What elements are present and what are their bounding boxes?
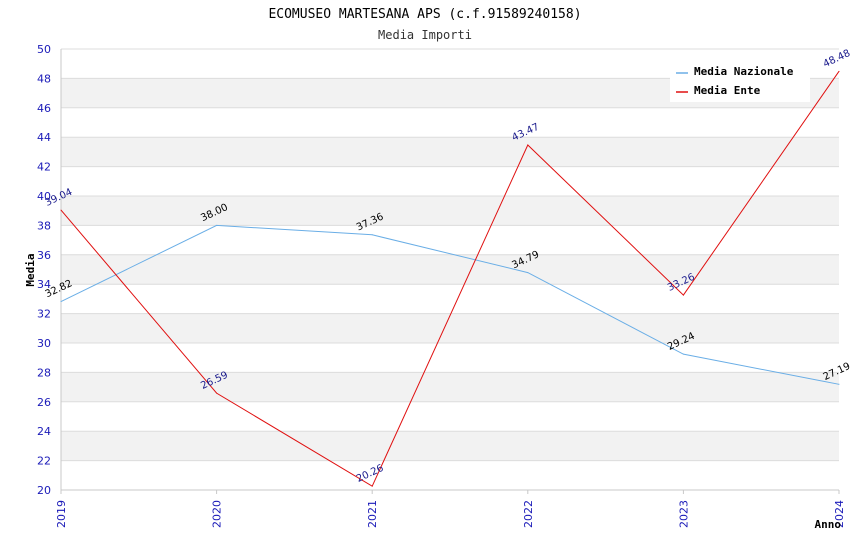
y-tick-label: 22 bbox=[37, 455, 51, 468]
legend-label-media-nazionale: Media Nazionale bbox=[694, 65, 794, 78]
data-point bbox=[527, 144, 529, 146]
data-point bbox=[838, 383, 840, 385]
data-point bbox=[60, 301, 62, 303]
chart-title: ECOMUSEO MARTESANA APS (c.f.91589240158) bbox=[268, 7, 581, 22]
x-tick-label: 2021 bbox=[366, 500, 379, 528]
x-axis-label: Anno bbox=[815, 518, 842, 531]
x-tick-label: 2020 bbox=[211, 500, 224, 528]
y-tick-label: 46 bbox=[37, 102, 51, 115]
grid-band bbox=[61, 313, 839, 343]
series-line-media-ente bbox=[60, 71, 840, 487]
legend: Media Nazionale Media Ente bbox=[670, 60, 810, 102]
data-point bbox=[60, 209, 62, 211]
x-axis-ticks: 2019 2020 2021 2022 2023 2024 bbox=[55, 490, 846, 528]
data-point bbox=[838, 70, 840, 72]
data-point bbox=[371, 485, 373, 487]
grid-band bbox=[61, 196, 839, 226]
grid-band bbox=[61, 254, 839, 285]
data-point bbox=[216, 392, 218, 394]
y-tick-label: 40 bbox=[37, 190, 51, 203]
data-label: 48.48 bbox=[822, 48, 850, 70]
x-tick-label: 2019 bbox=[55, 500, 68, 528]
y-tick-label: 44 bbox=[37, 131, 51, 144]
y-tick-label: 24 bbox=[37, 425, 51, 438]
y-tick-label: 20 bbox=[37, 484, 51, 497]
series-line-media-nazionale bbox=[60, 224, 840, 385]
data-point bbox=[527, 272, 529, 274]
data-point bbox=[682, 353, 684, 355]
y-tick-label: 30 bbox=[37, 337, 51, 350]
y-tick-label: 32 bbox=[37, 308, 51, 321]
y-tick-label: 42 bbox=[37, 161, 51, 174]
data-point bbox=[216, 224, 218, 226]
grid-lines bbox=[60, 48, 839, 491]
x-tick-label: 2022 bbox=[522, 500, 535, 528]
y-tick-label: 34 bbox=[37, 278, 51, 291]
y-tick-label: 48 bbox=[37, 72, 51, 85]
x-tick-label: 2024 bbox=[833, 500, 846, 528]
y-tick-label: 38 bbox=[37, 219, 51, 232]
series-lines bbox=[60, 70, 840, 487]
grid-band bbox=[61, 137, 839, 167]
y-tick-label: 36 bbox=[37, 249, 51, 262]
legend-label-media-ente: Media Ente bbox=[694, 84, 761, 97]
y-tick-label: 50 bbox=[37, 43, 51, 56]
x-tick-label: 2023 bbox=[677, 500, 690, 528]
y-axis-label: Media bbox=[24, 253, 37, 286]
chart-subtitle: Media Importi bbox=[378, 28, 472, 42]
data-point bbox=[371, 234, 373, 236]
y-axis-ticks: 20 22 24 26 28 30 32 34 36 38 40 42 44 46 48 50 bbox=[37, 43, 51, 497]
y-tick-label: 28 bbox=[37, 366, 51, 379]
y-tick-label: 26 bbox=[37, 396, 51, 409]
legend-box bbox=[670, 60, 810, 102]
grid-band bbox=[61, 431, 839, 461]
data-point bbox=[682, 294, 684, 296]
data-label: 20.26 bbox=[355, 463, 386, 485]
grid-band bbox=[61, 372, 839, 402]
grid-bands bbox=[61, 78, 839, 461]
